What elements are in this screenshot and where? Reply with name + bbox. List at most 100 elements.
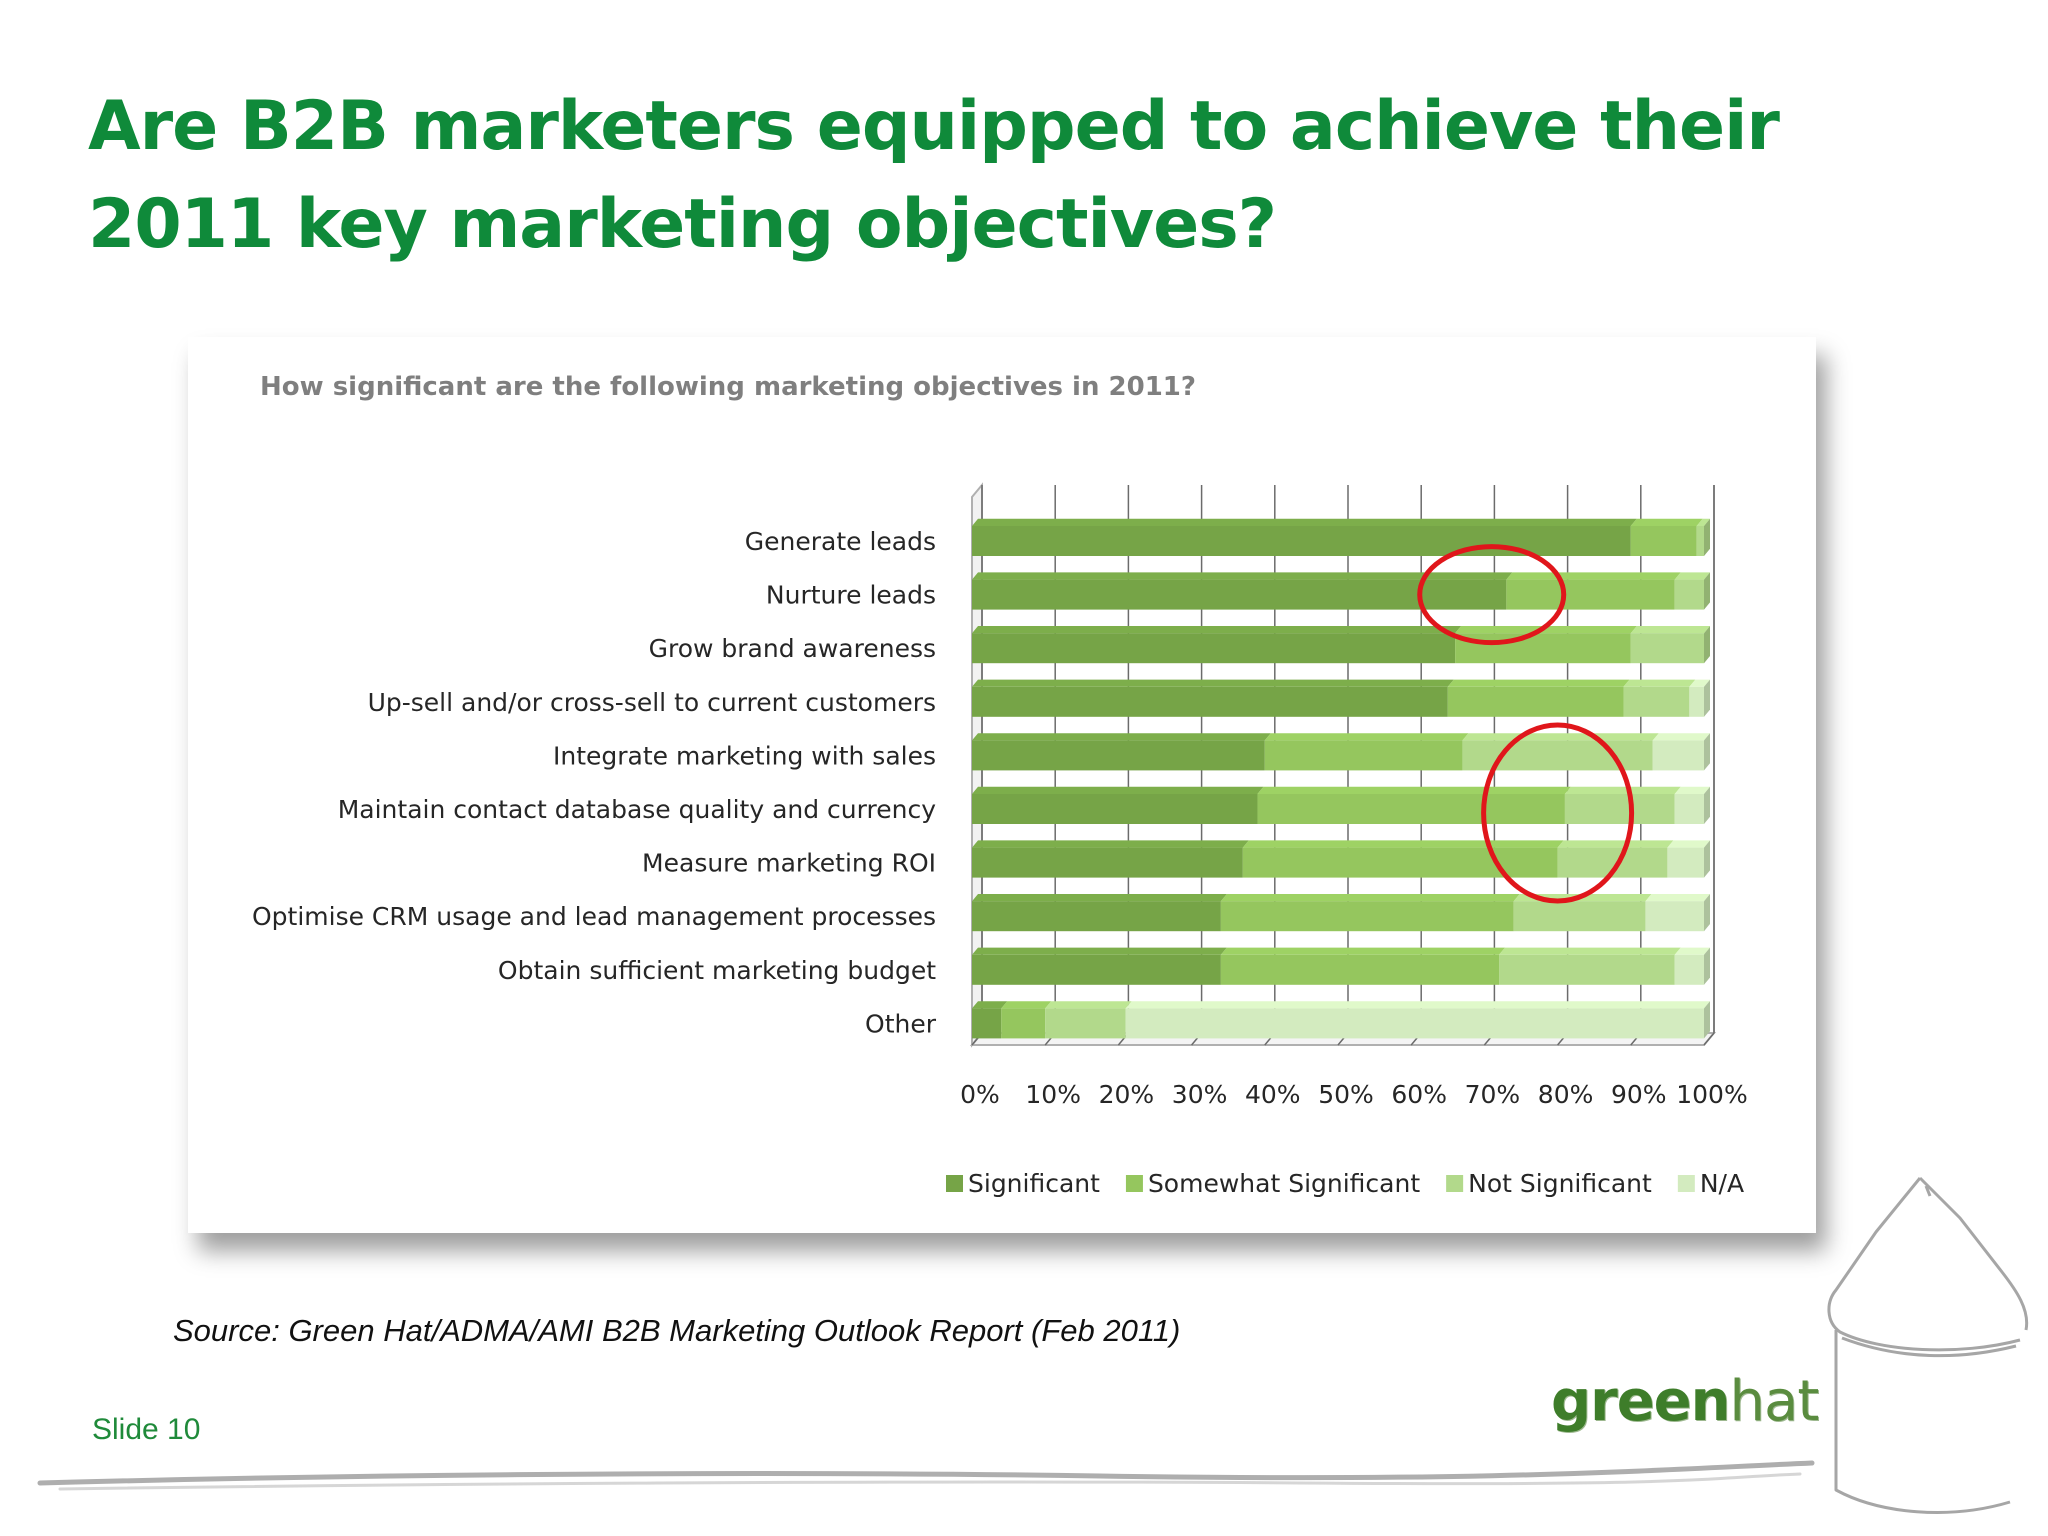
bar-not-significant [1630,633,1704,664]
bar-end-cap [1704,518,1710,556]
bar-significant [972,1008,1002,1039]
bar-top-n-a [1674,947,1710,955]
category-label: Nurture leads [766,581,936,610]
category-label: Generate leads [745,527,936,556]
x-tick-label: 10% [1025,1080,1081,1109]
bar-somewhat-significant [1220,901,1514,932]
annotation-circles [1417,544,1635,904]
legend-label: Significant [968,1169,1100,1198]
bar-n-a [1674,794,1704,824]
logo-part-hat: hat [1729,1369,1820,1434]
bar-n-a [1645,901,1704,932]
bar-n-a [1689,686,1704,717]
bar-significant [972,579,1507,610]
bar-somewhat-significant [1001,1008,1046,1039]
legend-swatch-n-a [1677,1175,1695,1192]
bar-not-significant [1674,579,1704,610]
chart-card: How significant are the following market… [188,337,1816,1233]
bar-top-not-significant [1564,786,1681,794]
bar-somewhat-significant [1257,794,1565,824]
bar-top-significant [972,518,1637,526]
bar-top-not-significant [1696,518,1710,526]
bar-significant [972,901,1221,932]
stacked-bar-chart: How significant are the following market… [252,372,1748,1198]
bar-top-somewhat-significant [1506,572,1681,580]
bar-somewhat-significant [1242,847,1558,878]
hat-sketch-icon [1827,1176,2029,1514]
category-label: Up-sell and/or cross-sell to current cus… [368,688,936,717]
bar-top-not-significant [1462,733,1659,741]
bar-top-significant [972,1001,1008,1009]
x-tick-label: 80% [1538,1080,1594,1109]
x-tick-label: 40% [1245,1080,1301,1109]
chart-title: How significant are the following market… [260,372,1196,402]
category-label: Grow brand awareness [649,634,936,663]
bar-top-somewhat-significant [1220,894,1520,902]
x-tick-label: 20% [1099,1080,1155,1109]
bar-end-cap [1704,947,1710,985]
bar-somewhat-significant [1630,526,1697,556]
legend-swatch-somewhat-significant [1125,1175,1143,1192]
highlight-circle [1481,722,1635,904]
x-tick-labels: 0% 10% 20% 30% 40% 50% 60% 70% 80% 90% 100% [960,1080,1748,1109]
x-tick-label: 100% [1676,1080,1747,1109]
chart-legend: Significant Somewhat Significant Not Signi… [946,1169,1744,1198]
bar-top-somewhat-significant [1455,626,1637,634]
bar-end-cap [1704,572,1710,610]
x-tick-label: 90% [1611,1080,1667,1109]
bar-top-not-significant [1630,626,1710,634]
bar-significant [972,847,1243,878]
bar-n-a [1667,847,1704,878]
x-tick-label: 30% [1172,1080,1228,1109]
bar-top-not-significant [1557,840,1674,848]
bar-top-somewhat-significant [1220,947,1506,955]
category-label: Obtain sufficient marketing budget [498,956,936,985]
bar-top-significant [972,572,1513,580]
bar-end-cap [1704,733,1710,771]
legend-label: Somewhat Significant [1148,1169,1420,1198]
legend-swatch-not-significant [1446,1175,1464,1192]
gridline-floor [1703,1032,1715,1046]
x-tick-label: 60% [1391,1080,1447,1109]
bar-significant [972,740,1265,771]
source-note: Source: Green Hat/ADMA/AMI B2B Marketing… [173,1313,1181,1348]
bar-top-significant [972,733,1271,741]
bar-top-n-a [1667,840,1710,848]
bar-top-n-a [1674,786,1710,794]
slide-number: Slide 10 [92,1413,201,1446]
category-label: Other [865,1009,937,1038]
bar-somewhat-significant [1455,633,1631,664]
bar-top-n-a [1645,894,1710,902]
bar-top-significant [972,679,1454,687]
legend-swatch-significant [946,1175,963,1192]
bar-top-significant [972,947,1227,955]
x-tick-label: 0% [960,1080,1000,1109]
bar-top-n-a [1689,679,1710,687]
bar-top-n-a [1652,733,1710,741]
bar-top-somewhat-significant [1257,786,1571,794]
category-label: Integrate marketing with sales [553,741,936,770]
bar-top-not-significant [1499,947,1681,955]
bar-not-significant [1696,526,1704,556]
legend-label: N/A [1700,1169,1744,1198]
bar-n-a [1125,1008,1704,1039]
bar-end-cap [1704,679,1710,717]
footer-brush-line [37,1460,1815,1486]
greenhat-logo: greenhat [1551,1369,1820,1434]
bar-top-somewhat-significant [1447,679,1630,687]
bar-top-significant [972,840,1249,848]
category-labels: Generate leads Nurture leads Grow brand aw… [252,527,937,1038]
bar-significant [972,633,1456,664]
bar-significant [972,686,1448,717]
slide-title: Are B2B marketers equipped to achieve th… [88,87,1780,264]
category-label: Measure marketing ROI [642,849,936,878]
bar-top-n-a [1125,1001,1710,1009]
bar-top-somewhat-significant [1630,518,1703,526]
x-tick-label: 50% [1318,1080,1374,1109]
bar-significant [972,526,1631,556]
bar-not-significant [1513,901,1646,932]
bar-end-cap [1704,786,1710,824]
bar-top-not-significant [1045,1001,1132,1009]
bar-top-significant [972,626,1462,634]
bar-somewhat-significant [1220,954,1500,985]
